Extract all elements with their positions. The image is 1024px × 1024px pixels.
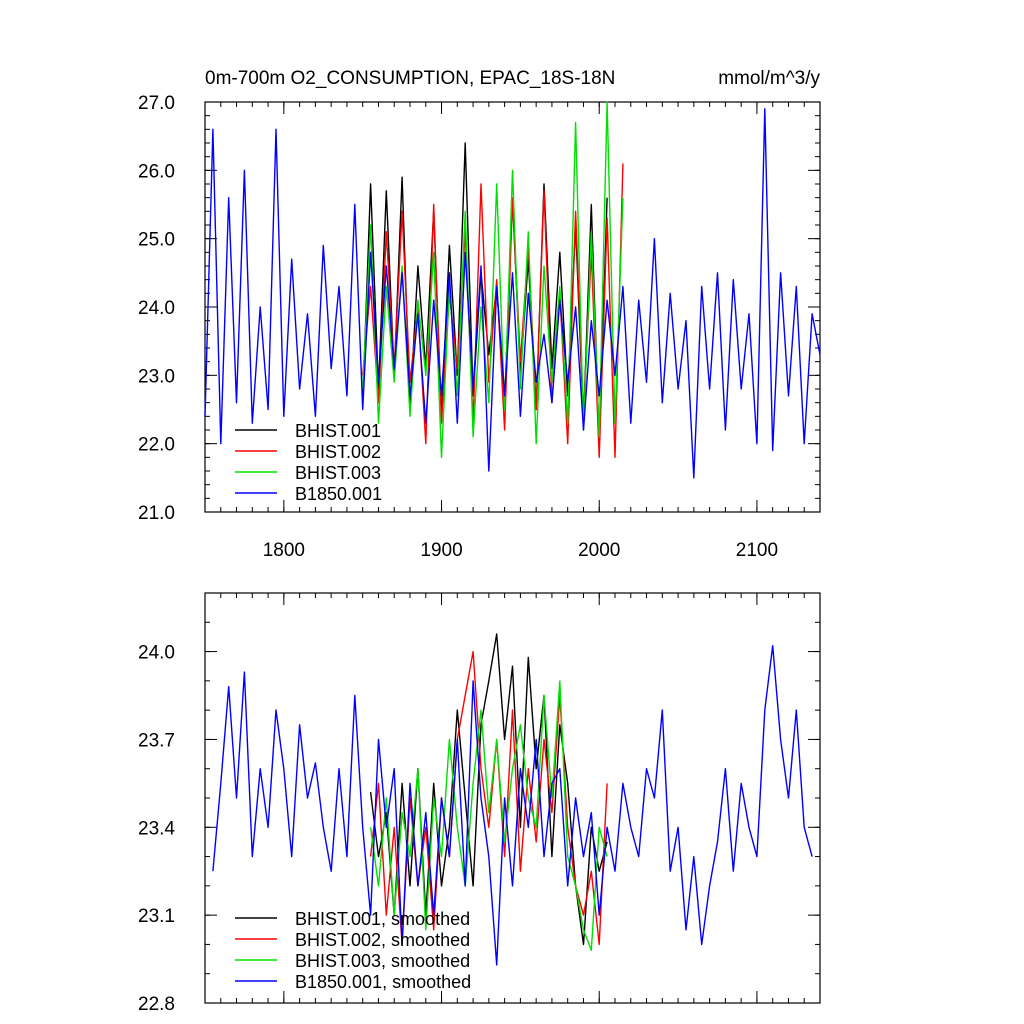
legend-label: BHIST.001, smoothed [295, 909, 470, 929]
series-line-b1850-001 [204, 108, 821, 479]
legend-label: BHIST.003, smoothed [295, 951, 470, 971]
top-chart-units: mmol/m^3/y [718, 68, 820, 89]
legend-label: BHIST.003 [295, 463, 381, 483]
legend-label: BHIST.002 [295, 442, 381, 462]
top-panel: 0m-700m O2_CONSUMPTION, EPAC_18S-18N mmo… [138, 68, 821, 561]
y-tick-label: 27.0 [138, 93, 175, 114]
y-tick-label: 25.0 [138, 230, 175, 251]
y-tick-label: 23.7 [138, 730, 175, 751]
top-series-lines [204, 101, 821, 479]
x-tick-label: 2100 [736, 540, 778, 561]
y-tick-label: 22.0 [138, 435, 175, 456]
series-line-bhist-003-smoothed [369, 680, 608, 951]
top-axis-ticks: 21.0 22.0 23.0 24.0 25.0 26.0 27.0 1800 1900 2000… [138, 93, 821, 561]
x-tick-label: 2000 [578, 540, 620, 561]
y-tick-label: 24.0 [138, 643, 175, 664]
series-line-bhist-001-smoothed [369, 633, 608, 946]
series-line-b1850-001-smoothed [212, 645, 813, 966]
top-chart-title: 0m-700m O2_CONSUMPTION, EPAC_18S-18N [205, 68, 615, 89]
legend-label: B1850.001, smoothed [295, 972, 471, 992]
y-tick-label: 24.0 [138, 298, 175, 319]
x-tick-label: 1900 [420, 540, 462, 561]
y-tick-label: 23.0 [138, 366, 175, 387]
y-tick-label: 23.1 [138, 906, 175, 927]
legend-label: BHIST.002, smoothed [295, 930, 470, 950]
series-line-bhist-002-smoothed [369, 650, 608, 946]
bottom-panel: 22.8 23.1 23.4 23.7 24.0 BHIST.001, smoothed… [138, 592, 821, 1015]
series-line-bhist-002 [362, 163, 624, 458]
y-tick-label: 23.4 [138, 818, 175, 839]
y-tick-label: 22.8 [138, 994, 175, 1015]
legend-label: B1850.001 [295, 484, 382, 504]
bottom-series-lines [212, 633, 813, 966]
bottom-axis-ticks: 22.8 23.1 23.4 23.7 24.0 [138, 592, 821, 1015]
y-tick-label: 26.0 [138, 161, 175, 182]
x-tick-label: 1800 [263, 540, 305, 561]
legend-label: BHIST.001 [295, 421, 381, 441]
y-tick-label: 21.0 [138, 503, 175, 524]
